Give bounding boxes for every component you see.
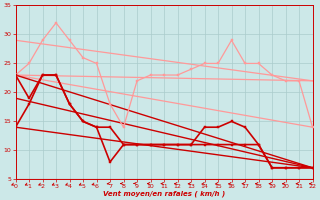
X-axis label: Vent moyen/en rafales ( km/h ): Vent moyen/en rafales ( km/h ) bbox=[103, 190, 225, 197]
